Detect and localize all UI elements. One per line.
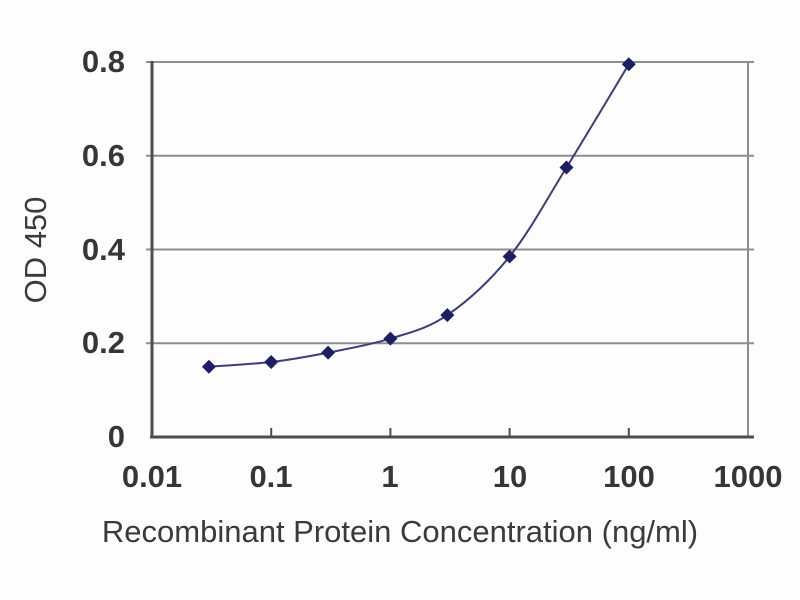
data-point-marker <box>383 331 398 346</box>
data-point-marker <box>502 249 517 264</box>
x-tick-label: 1000 <box>713 459 783 494</box>
data-point-marker <box>321 345 336 360</box>
data-point-marker <box>559 160 574 175</box>
x-axis-title: Recombinant Protein Concentration (ng/ml… <box>101 514 699 549</box>
y-tick-label: 0.4 <box>81 232 125 267</box>
x-tick-label: 100 <box>603 459 655 494</box>
x-tick-label: 1 <box>381 459 399 494</box>
y-axis-title: OD 450 <box>18 196 53 304</box>
x-tick-label: 0.1 <box>249 459 293 494</box>
y-tick-label: 0.2 <box>81 325 125 360</box>
y-tick-label: 0 <box>107 419 125 454</box>
x-tick-label: 0.01 <box>121 459 183 494</box>
y-tick-label: 0.8 <box>81 44 125 79</box>
data-point-marker <box>621 57 636 72</box>
data-point-marker <box>264 355 279 369</box>
y-tick-label: 0.6 <box>81 138 125 173</box>
series-line <box>208 63 630 368</box>
data-point-marker <box>201 359 216 374</box>
data-point-marker <box>440 308 455 323</box>
x-tick-label: 10 <box>492 459 528 494</box>
